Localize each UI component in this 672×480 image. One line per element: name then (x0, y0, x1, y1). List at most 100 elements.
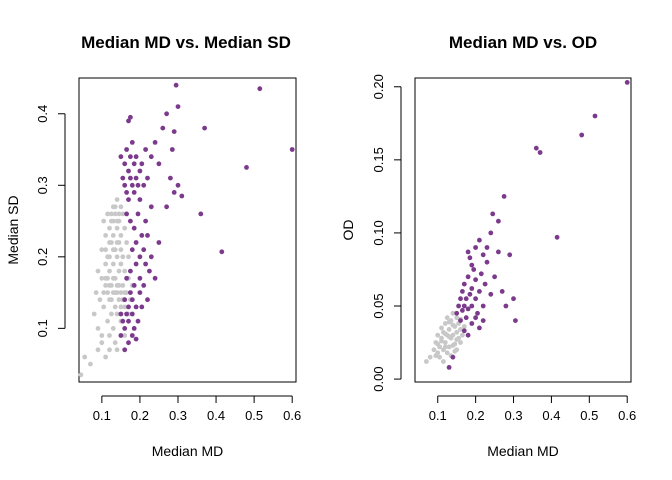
data-point (446, 344, 452, 350)
y-tick-label: 0.20 (371, 74, 386, 99)
data-point (122, 290, 128, 295)
data-point (131, 161, 137, 167)
data-point (124, 147, 129, 152)
data-point (164, 111, 170, 117)
data-point (168, 175, 173, 181)
data-point (127, 175, 133, 181)
data-point (454, 310, 460, 316)
data-point (112, 340, 118, 346)
data-point (461, 328, 467, 334)
data-point (126, 197, 131, 203)
x-tick-label: 0.5 (580, 408, 598, 423)
chart-panel-md-vs-od: Median MD vs. OD 0.1 0.2 0.3 0.4 0.5 0.6 0.00 0.… (340, 33, 636, 459)
data-point (469, 321, 475, 326)
data-point (442, 340, 448, 345)
data-point (473, 315, 478, 321)
chart-title: Median MD vs. Median SD (81, 33, 291, 52)
data-point (143, 147, 149, 152)
data-point (129, 182, 135, 188)
data-point (135, 182, 141, 188)
data-point (105, 290, 110, 295)
data-point (129, 247, 135, 253)
data-point (465, 306, 471, 312)
data-point (127, 290, 133, 295)
data-point (114, 240, 120, 245)
data-point (492, 274, 497, 280)
data-point (444, 350, 450, 356)
x-tick-label: 0.3 (504, 408, 522, 423)
data-point (112, 304, 118, 310)
data-point (289, 147, 295, 152)
data-point (116, 283, 122, 288)
data-point (101, 290, 107, 295)
chart-panel-md-vs-sd: Median MD vs. Median SD 0.1 0.2 0.3 0.4 0.5 0.… (5, 33, 301, 459)
data-point (137, 290, 143, 295)
data-point (592, 113, 598, 119)
data-point (120, 211, 126, 217)
data-point (511, 296, 516, 302)
data-point (441, 359, 446, 364)
data-point (133, 175, 139, 181)
data-point (118, 204, 124, 210)
data-point (175, 104, 181, 109)
data-point (135, 211, 141, 217)
x-tick-label: 0.5 (245, 408, 263, 423)
data-point (475, 310, 480, 316)
y-tick-label: 0.2 (35, 248, 50, 266)
data-point (219, 249, 225, 255)
data-point (116, 297, 122, 303)
data-point (463, 296, 469, 302)
data-point (118, 304, 124, 310)
data-point (458, 296, 463, 302)
data-point (118, 290, 124, 295)
data-point (490, 211, 496, 217)
x-tick-label: 0.6 (618, 408, 636, 423)
data-point (99, 333, 105, 338)
data-point (137, 275, 143, 281)
x-axis-label: Median MD (487, 443, 559, 459)
data-point (148, 254, 154, 260)
data-point (244, 165, 249, 170)
data-point (127, 114, 133, 120)
data-point (91, 311, 97, 317)
data-point (450, 354, 456, 360)
data-point (473, 277, 478, 283)
data-point (477, 289, 482, 294)
data-point (424, 359, 429, 364)
data-point (145, 233, 150, 238)
data-point (97, 297, 103, 303)
data-point (135, 318, 141, 324)
data-point (446, 365, 452, 370)
data-point (484, 245, 490, 250)
plot-frame (78, 77, 297, 383)
data-point (139, 304, 145, 310)
data-point (103, 233, 108, 238)
y-axis-label: OD (340, 220, 356, 241)
data-point (141, 247, 147, 253)
x-tick-label: 0.4 (542, 408, 560, 423)
data-point (122, 326, 128, 331)
data-point (110, 247, 116, 253)
data-point (437, 354, 442, 360)
data-point (107, 283, 112, 288)
data-point (507, 252, 513, 258)
data-point (480, 318, 486, 323)
data-point (465, 332, 471, 338)
data-point (107, 333, 112, 338)
data-point (454, 315, 460, 321)
data-point (118, 247, 124, 253)
data-point (133, 240, 139, 245)
data-point (513, 318, 518, 323)
data-point (120, 283, 126, 288)
x-tick-label: 0.6 (283, 408, 301, 423)
data-point (122, 297, 128, 303)
data-point (78, 372, 84, 378)
data-point (164, 204, 170, 210)
data-point (145, 297, 150, 303)
data-point (118, 333, 124, 338)
data-point (465, 274, 471, 280)
data-point (107, 347, 112, 353)
data-point (114, 254, 120, 260)
data-point (458, 327, 463, 332)
data-point (105, 275, 110, 281)
